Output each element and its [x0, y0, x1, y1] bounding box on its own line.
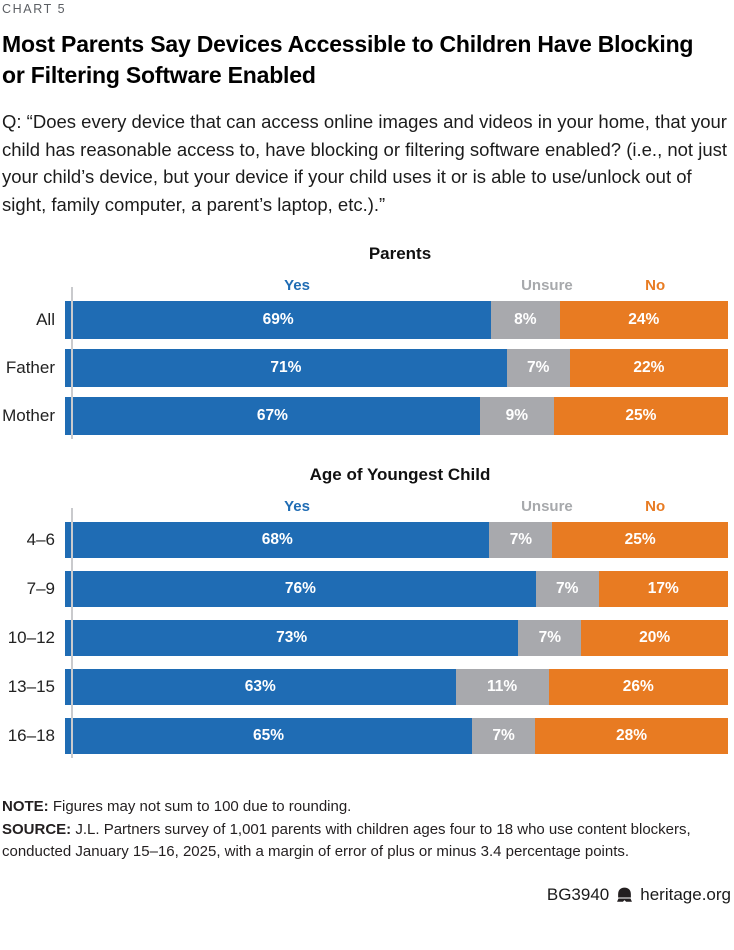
bar-row-mother: Mother 67% 9% 25% [2, 397, 728, 435]
bar-segment-yes: 71% [65, 349, 507, 387]
bar-row-13-15: 13–15 63% 11% 26% [2, 669, 728, 705]
legend-no: No [645, 498, 666, 515]
bar-segment-yes: 73% [65, 620, 519, 656]
bar-segment-yes: 69% [65, 301, 492, 339]
notes-block: NOTE: Figures may not sum to 100 due to … [2, 796, 734, 864]
bar-segment-no: 24% [559, 301, 728, 339]
bar-row-10-12: 10–12 73% 7% 20% [2, 620, 728, 656]
footer-site-link[interactable]: heritage.org [640, 884, 731, 904]
bar-segment-yes: 67% [65, 397, 480, 435]
bar-segment-unsure: 7% [472, 718, 535, 754]
category-label: 10–12 [7, 628, 55, 647]
category-label: 4–6 [26, 530, 55, 549]
stacked-bar: 71% 7% 22% [65, 349, 728, 387]
bar-segment-yes: 76% [65, 571, 536, 607]
bar-segment-unsure: 7% [506, 349, 570, 387]
bar-row-4-6: 4–6 68% 7% 25% [2, 522, 729, 558]
age-chart-title: Age of Youngest Child [309, 465, 491, 484]
bar-segment-no: 26% [548, 669, 728, 705]
bar-segment-unsure: 9% [479, 397, 554, 435]
bar-segment-unsure: 7% [518, 620, 582, 656]
bar-segment-no: 28% [534, 718, 728, 754]
parents-chart-title: Parents [368, 244, 432, 263]
parents-chart-body: All 69% 8% 24% Father 71% 7% 22% Mother [2, 287, 728, 439]
chart-number-label: CHART 5 [2, 2, 67, 16]
y-axis-line [71, 287, 73, 439]
bar-segment-no: 17% [598, 571, 728, 607]
chart-page: CHART 5 Most Parents Say Devices Accessi… [2, 2, 734, 905]
bar-segment-yes: 63% [65, 669, 456, 705]
bar-segment-unsure: 7% [535, 571, 599, 607]
bar-row-7-9: 7–9 76% 7% 17% [2, 571, 728, 607]
stacked-bar: 73% 7% 20% [65, 620, 728, 656]
survey-question: Q: “Does every device that can access on… [2, 111, 727, 215]
source-line: SOURCE: J.L. Partners survey of 1,001 pa… [2, 819, 734, 864]
bar-row-16-18: 16–18 65% 7% 28% [2, 718, 728, 754]
legend-no: No [645, 277, 666, 294]
category-label: 16–18 [7, 726, 55, 745]
stacked-bar: 69% 8% 24% [65, 301, 728, 339]
legend-unsure: Unsure [521, 498, 573, 515]
bar-row-all: All 69% 8% 24% [2, 301, 728, 339]
source-text: J.L. Partners survey of 1,001 parents wi… [2, 820, 691, 861]
category-label: Father [5, 358, 55, 377]
category-label: Mother [2, 406, 55, 425]
category-label: 7–9 [26, 579, 55, 598]
stacked-bar: 68% 7% 25% [65, 522, 729, 558]
bar-row-father: Father 71% 7% 22% [2, 349, 728, 387]
legend: Yes Unsure No [72, 277, 728, 296]
bar-segment-no: 25% [553, 397, 728, 435]
age-chart-body: 4–6 68% 7% 25% 7–9 76% 7% 17% 10–12 73% [2, 508, 729, 758]
bar-segment-no: 25% [552, 522, 729, 558]
stacked-bar: 63% 11% 26% [65, 669, 728, 705]
y-axis-line [71, 508, 73, 758]
note-line: NOTE: Figures may not sum to 100 due to … [2, 796, 734, 819]
report-id: BG3940 [546, 884, 610, 904]
bar-segment-yes: 68% [65, 522, 490, 558]
category-label: 13–15 [7, 677, 55, 696]
page-title: Most Parents Say Devices Accessible to C… [2, 31, 694, 88]
stacked-bar: 76% 7% 17% [65, 571, 728, 607]
legend: Yes Unsure No [72, 498, 728, 517]
stacked-bar: 65% 7% 28% [65, 718, 728, 754]
legend-unsure: Unsure [521, 277, 573, 294]
note-label: NOTE: [2, 798, 49, 815]
category-label: All [36, 310, 55, 329]
bar-segment-no: 22% [569, 349, 728, 387]
note-text: Figures may not sum to 100 due to roundi… [52, 798, 352, 815]
footer: BG3940 heritage.org [2, 885, 734, 905]
bar-segment-unsure: 7% [489, 522, 553, 558]
legend-yes: Yes [284, 498, 310, 515]
source-label: SOURCE: [2, 820, 72, 838]
stacked-bar: 67% 9% 25% [65, 397, 728, 435]
bar-segment-no: 20% [581, 620, 728, 656]
parents-chart: Parents Yes Unsure No All 69% 8% 24% Fat… [2, 244, 734, 439]
bar-segment-unsure: 11% [455, 669, 549, 705]
bar-segment-unsure: 8% [491, 301, 560, 339]
bar-segment-yes: 65% [65, 718, 473, 754]
heritage-bell-logo-icon [617, 887, 633, 902]
age-of-youngest-child-chart: Age of Youngest Child Yes Unsure No 4–6 … [2, 465, 734, 758]
legend-yes: Yes [284, 277, 310, 294]
